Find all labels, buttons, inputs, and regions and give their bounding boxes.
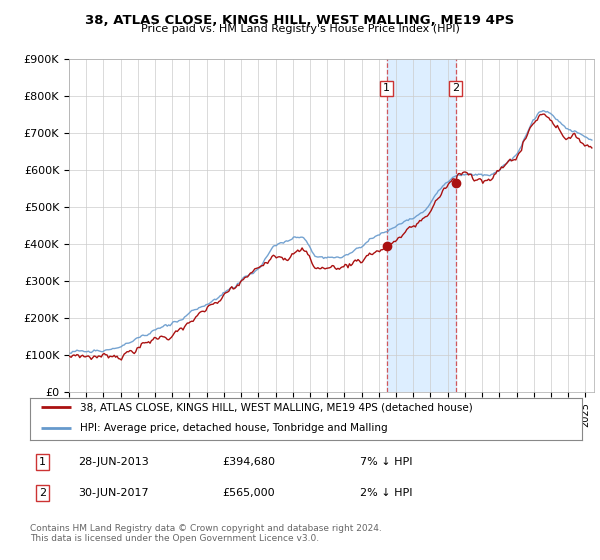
Text: 2: 2 [452,83,459,94]
Text: £394,680: £394,680 [222,457,275,467]
Text: 7% ↓ HPI: 7% ↓ HPI [360,457,413,467]
Text: 2% ↓ HPI: 2% ↓ HPI [360,488,413,498]
Text: 1: 1 [383,83,390,94]
Text: 38, ATLAS CLOSE, KINGS HILL, WEST MALLING, ME19 4PS: 38, ATLAS CLOSE, KINGS HILL, WEST MALLIN… [85,14,515,27]
Text: 2: 2 [39,488,46,498]
Text: Contains HM Land Registry data © Crown copyright and database right 2024.
This d: Contains HM Land Registry data © Crown c… [30,524,382,543]
Text: 28-JUN-2013: 28-JUN-2013 [78,457,149,467]
Text: 38, ATLAS CLOSE, KINGS HILL, WEST MALLING, ME19 4PS (detached house): 38, ATLAS CLOSE, KINGS HILL, WEST MALLIN… [80,402,472,412]
Bar [387,59,455,392]
Text: HPI: Average price, detached house, Tonbridge and Malling: HPI: Average price, detached house, Tonb… [80,423,388,433]
Text: £565,000: £565,000 [222,488,275,498]
Text: Price paid vs. HM Land Registry's House Price Index (HPI): Price paid vs. HM Land Registry's House … [140,24,460,34]
Text: 1: 1 [39,457,46,467]
Text: 30-JUN-2017: 30-JUN-2017 [78,488,149,498]
